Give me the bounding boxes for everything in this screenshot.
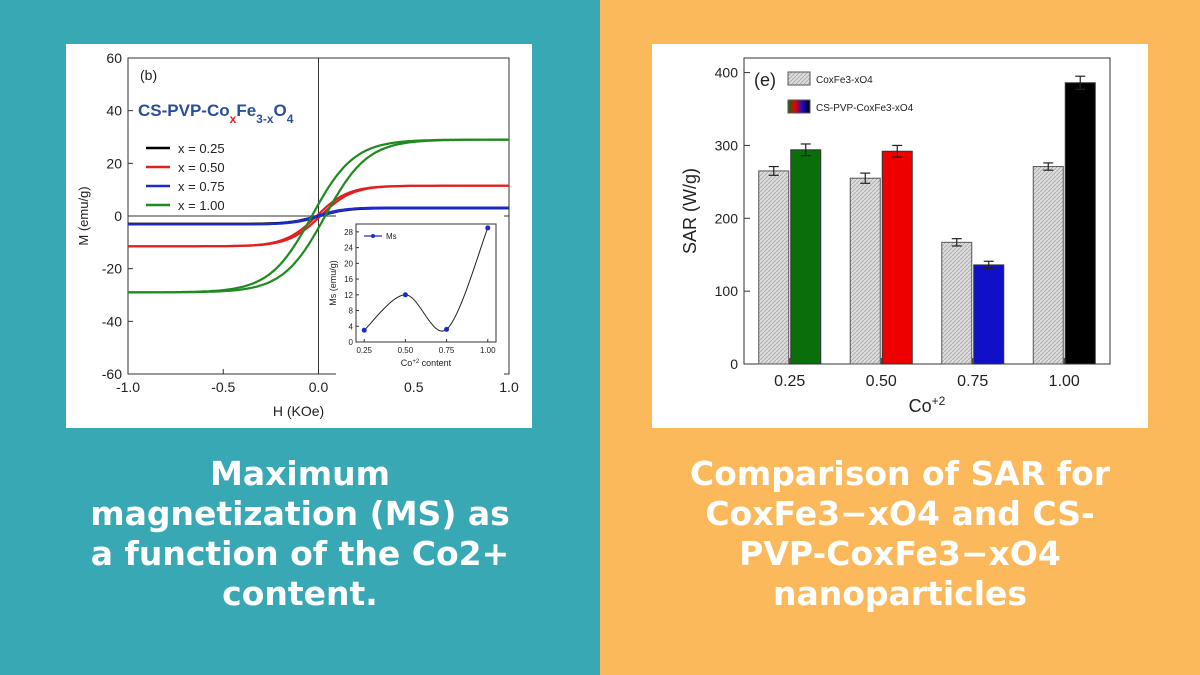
x-axis-label: Co+2 — [909, 394, 946, 416]
x-tick-label: -0.5 — [211, 379, 235, 395]
x-tick-label: 1.00 — [1049, 373, 1080, 390]
right-caption-line: CoxFe3−xO4 and CS- — [705, 494, 1095, 533]
left-caption: Maximum magnetization (MS) as a function… — [0, 454, 600, 614]
y-tick-label: 0 — [114, 208, 122, 224]
left-caption-line: content. — [222, 574, 378, 613]
x-tick-label: 0.50 — [866, 373, 897, 390]
right-caption-line: Comparison of SAR for — [689, 454, 1111, 493]
y-tick-label: 300 — [715, 137, 739, 153]
inset-y-tick-label: 0 — [349, 338, 354, 347]
bar-uncoated — [758, 170, 790, 365]
inset-x-axis-label: Co+2 content — [401, 358, 452, 368]
magnetization-curve — [128, 184, 509, 248]
bar-uncoated — [1032, 166, 1064, 365]
inset-x-tick-label: 0.50 — [398, 346, 414, 355]
y-tick-label: 400 — [715, 65, 739, 81]
chart-title: CS-PVP-CoxFe3-xO4 — [138, 101, 294, 126]
x-axis-label: H (KOe) — [273, 403, 324, 419]
inset-x-tick-label: 0.25 — [356, 346, 372, 355]
inset-y-tick-label: 24 — [344, 244, 353, 253]
y-tick-label: 200 — [715, 210, 739, 226]
bar-uncoated — [941, 241, 973, 365]
y-tick-label: 20 — [106, 155, 122, 171]
left-caption-line: magnetization (MS) as — [90, 494, 510, 533]
sar-bar-chart: 0 100 200 300 400 SAR (W/g) Co+2 (e) CoxFe3-xO4 C… — [680, 57, 1111, 416]
y-tick-label: 100 — [715, 283, 739, 299]
inset-x-tick-label: 1.00 — [480, 346, 496, 355]
bar-uncoated — [849, 177, 881, 365]
panel-label: (e) — [754, 70, 776, 90]
inset-y-tick-label: 20 — [344, 259, 353, 268]
y-tick-label: -60 — [102, 366, 122, 382]
panel-label: (b) — [140, 67, 157, 83]
legend-label-uncoated: CoxFe3-xO4 — [816, 75, 873, 86]
inset-data-point — [402, 292, 408, 298]
y-tick-label: -40 — [102, 313, 122, 329]
inset-x-tick-label: 0.75 — [439, 346, 455, 355]
inset-y-axis-label: Ms (emu/g) — [328, 260, 338, 306]
x-tick-label: 0.5 — [404, 379, 424, 395]
inset-y-tick-label: 8 — [349, 307, 354, 316]
y-axis-label: SAR (W/g) — [680, 168, 700, 254]
legend-label: x = 0.75 — [178, 179, 225, 194]
left-caption-line: Maximum — [210, 454, 390, 493]
legend-label: x = 1.00 — [178, 198, 225, 213]
legend-swatch-coated — [787, 99, 811, 114]
y-axis-label: M (emu/g) — [76, 186, 91, 245]
inset-y-tick-label: 12 — [344, 291, 353, 300]
right-caption-line: nanoparticles — [772, 574, 1028, 613]
bar-coated — [1064, 82, 1096, 365]
legend-swatch-uncoated — [787, 71, 811, 86]
inset-y-tick-label: 4 — [349, 322, 354, 331]
right-panel: 0 100 200 300 400 SAR (W/g) Co+2 (e) CoxFe3-xO4 C… — [600, 0, 1200, 675]
inset-data-point — [361, 327, 367, 333]
inset-curve — [363, 227, 489, 332]
bar-coated — [973, 264, 1005, 365]
y-tick-label: -20 — [102, 261, 122, 277]
bar-coated — [790, 149, 822, 365]
x-tick-label: 0.75 — [957, 373, 988, 390]
y-tick-label: 60 — [106, 50, 122, 66]
x-tick-label: 0.25 — [774, 373, 805, 390]
right-caption: Comparison of SAR for CoxFe3−xO4 and CS-… — [600, 454, 1200, 614]
magnetization-curve — [128, 138, 509, 294]
left-caption-line: a function of the Co2+ — [90, 534, 510, 573]
inset-legend-label: Ms — [386, 232, 397, 241]
inset-y-tick-label: 28 — [344, 228, 353, 237]
legend-label: x = 0.50 — [178, 160, 225, 175]
inset-data-point — [485, 225, 491, 231]
inset-data-point — [444, 326, 450, 332]
y-tick-label: 0 — [730, 356, 738, 372]
y-tick-label: 40 — [106, 103, 122, 119]
sar-figure: 0 100 200 300 400 SAR (W/g) Co+2 (e) CoxFe3-xO4 C… — [652, 44, 1148, 428]
left-panel: 60 40 20 0 -20 -40 -60 -1.0 -0.5 0.0 0.5 1.0 H (KOe)… — [0, 0, 600, 675]
inset-y-tick-label: 16 — [344, 275, 353, 284]
plot-frame — [743, 57, 1111, 365]
bar-coated — [881, 150, 913, 365]
inset-frame — [355, 223, 497, 343]
magnetization-curve — [128, 206, 509, 226]
legend-label-coated: CS-PVP-CoxFe3-xO4 — [816, 103, 914, 114]
magnetization-figure: 60 40 20 0 -20 -40 -60 -1.0 -0.5 0.0 0.5 1.0 H (KOe)… — [66, 44, 532, 428]
x-tick-label: -1.0 — [116, 379, 140, 395]
right-caption-line: PVP-CoxFe3−xO4 — [739, 534, 1061, 573]
inset-legend-marker — [371, 234, 375, 238]
legend-label: x = 0.25 — [178, 141, 225, 156]
x-tick-label: 1.0 — [499, 379, 519, 395]
x-tick-label: 0.0 — [309, 379, 329, 395]
